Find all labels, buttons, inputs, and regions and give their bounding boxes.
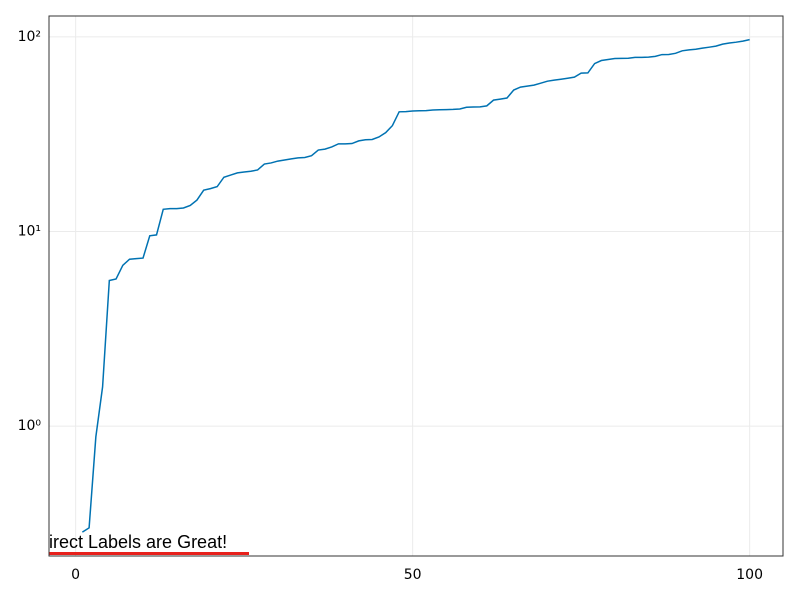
tick-labels: 0 50 100 10⁰ 10¹ 10²	[18, 29, 763, 583]
y-tick-label: 10²	[18, 29, 41, 45]
x-tick-label: 50	[404, 567, 422, 583]
x-tick-label: 0	[71, 567, 80, 583]
axis-frame	[48, 15, 784, 557]
plot-area: Direct Labels are Great!	[36, 38, 750, 555]
y-tick-label: 10⁰	[18, 418, 42, 434]
annotation: Direct Labels are Great!	[36, 532, 227, 552]
line	[81, 38, 750, 533]
y-tick-label: 10¹	[18, 223, 41, 239]
grid	[49, 16, 783, 556]
x-tick-label: 100	[736, 567, 763, 583]
